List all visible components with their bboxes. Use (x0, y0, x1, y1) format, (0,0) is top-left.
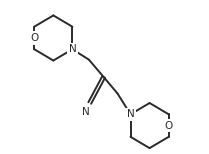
Text: N: N (69, 44, 76, 54)
Text: N: N (127, 109, 134, 119)
Text: O: O (30, 33, 38, 43)
Text: O: O (164, 121, 173, 131)
Text: N: N (82, 107, 90, 117)
